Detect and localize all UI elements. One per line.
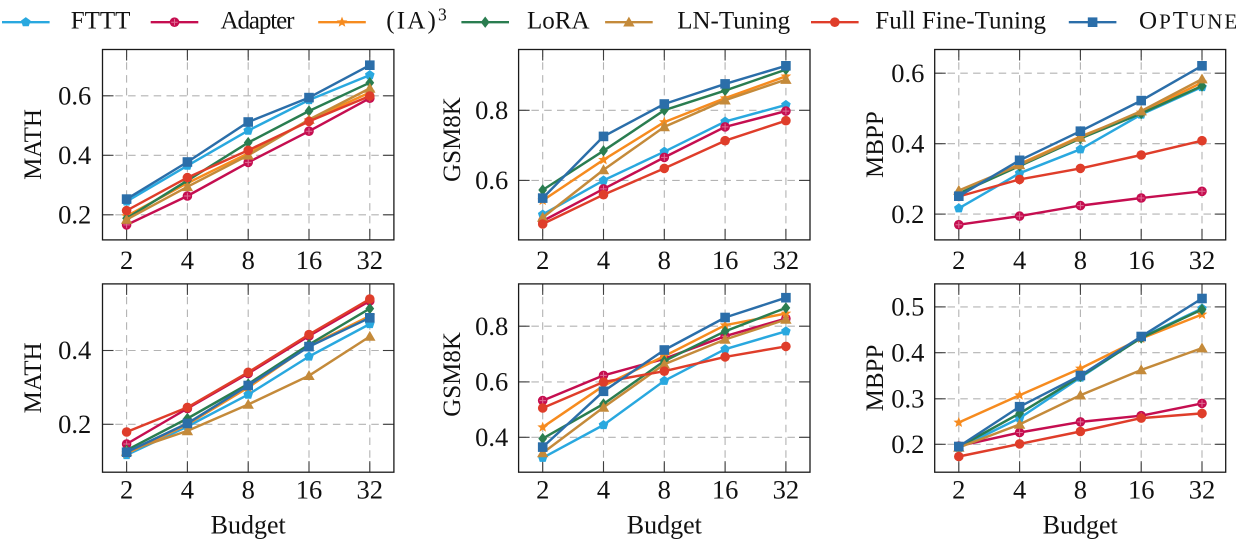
svg-text:(IA)3: (IA)3: [386, 5, 447, 35]
svg-text:0.2: 0.2: [58, 200, 91, 230]
svg-text:4: 4: [1013, 475, 1026, 505]
svg-text:GSM8K: GSM8K: [439, 332, 466, 417]
svg-text:8: 8: [658, 475, 671, 505]
svg-text:16: 16: [296, 475, 323, 505]
svg-text:16: 16: [712, 475, 739, 505]
svg-text:Budget: Budget: [211, 511, 287, 540]
svg-text:0.4: 0.4: [475, 422, 508, 452]
svg-text:LN-Tuning: LN-Tuning: [677, 8, 790, 35]
svg-text:2: 2: [120, 475, 133, 505]
svg-text:8: 8: [242, 475, 255, 505]
svg-text:4: 4: [181, 245, 194, 275]
svg-text:0.6: 0.6: [475, 165, 508, 195]
svg-text:2: 2: [952, 475, 965, 505]
svg-text:0.4: 0.4: [58, 335, 91, 365]
svg-text:0.4: 0.4: [58, 140, 91, 170]
svg-text:4: 4: [597, 475, 610, 505]
svg-text:2: 2: [536, 475, 549, 505]
svg-text:Budget: Budget: [627, 511, 703, 540]
svg-text:32: 32: [357, 245, 384, 275]
svg-text:4: 4: [181, 475, 194, 505]
svg-text:0.3: 0.3: [891, 384, 924, 414]
svg-text:2: 2: [120, 245, 133, 275]
svg-text:0.4: 0.4: [891, 128, 924, 158]
svg-text:8: 8: [658, 245, 671, 275]
svg-text:0.6: 0.6: [891, 58, 924, 88]
svg-text:0.2: 0.2: [891, 429, 924, 459]
svg-text:2: 2: [952, 245, 965, 275]
svg-text:16: 16: [1128, 245, 1155, 275]
svg-text:32: 32: [1189, 245, 1216, 275]
svg-text:8: 8: [1074, 245, 1087, 275]
svg-text:MATH: MATH: [20, 342, 47, 413]
svg-text:FTTT: FTTT: [71, 8, 131, 35]
svg-text:4: 4: [1013, 245, 1026, 275]
svg-text:16: 16: [296, 245, 323, 275]
svg-text:Adapter: Adapter: [221, 8, 296, 35]
svg-text:0.5: 0.5: [891, 292, 924, 322]
svg-text:GSM8K: GSM8K: [439, 97, 466, 182]
svg-text:0.4: 0.4: [891, 337, 924, 367]
svg-text:0.2: 0.2: [58, 409, 91, 439]
svg-text:32: 32: [1189, 475, 1216, 505]
svg-text:OPTUNE: OPTUNE: [1139, 8, 1236, 35]
svg-text:0.8: 0.8: [475, 311, 508, 341]
svg-text:MBPP: MBPP: [862, 345, 889, 412]
svg-text:8: 8: [242, 245, 255, 275]
svg-text:0.8: 0.8: [475, 95, 508, 125]
svg-text:MATH: MATH: [20, 109, 47, 180]
svg-text:0.2: 0.2: [891, 199, 924, 229]
svg-text:0.6: 0.6: [58, 81, 91, 111]
svg-text:MBPP: MBPP: [862, 111, 889, 178]
svg-text:4: 4: [597, 245, 610, 275]
svg-text:16: 16: [712, 245, 739, 275]
svg-text:LoRA: LoRA: [527, 8, 590, 35]
svg-text:32: 32: [773, 475, 800, 505]
svg-text:0.6: 0.6: [475, 367, 508, 397]
svg-text:32: 32: [773, 245, 800, 275]
svg-text:Full Fine-Tuning: Full Fine-Tuning: [875, 8, 1046, 35]
svg-text:2: 2: [536, 245, 549, 275]
svg-text:8: 8: [1074, 475, 1087, 505]
svg-text:16: 16: [1128, 475, 1155, 505]
svg-text:Budget: Budget: [1043, 511, 1119, 540]
svg-text:32: 32: [357, 475, 384, 505]
